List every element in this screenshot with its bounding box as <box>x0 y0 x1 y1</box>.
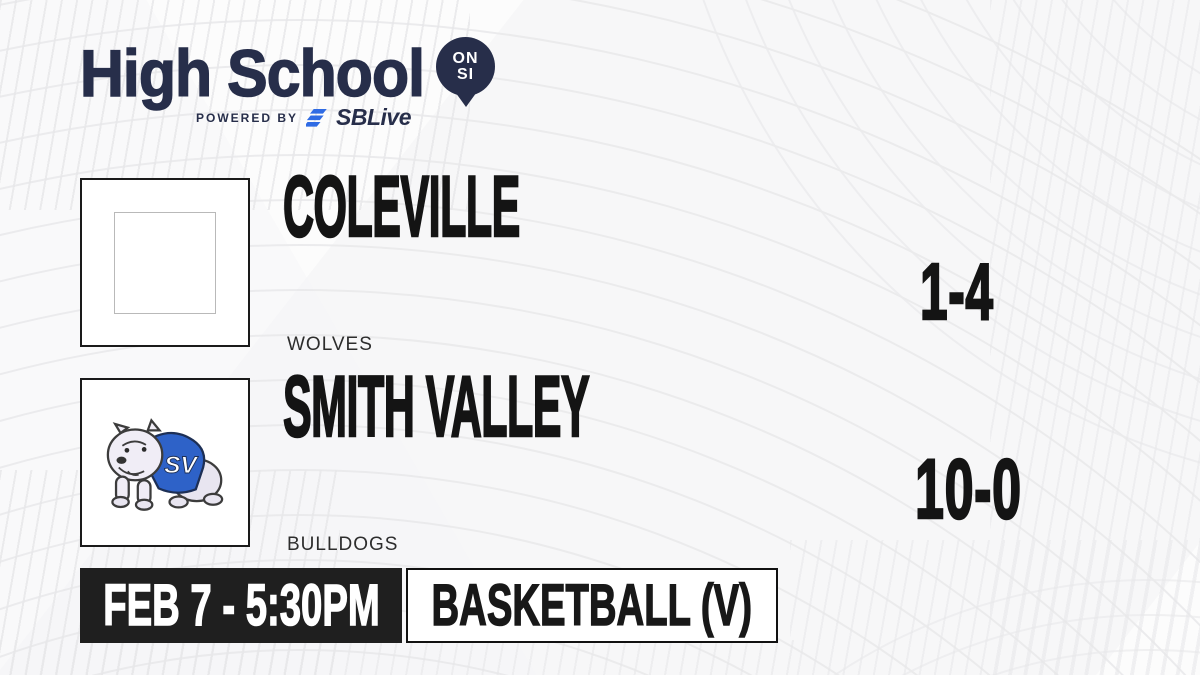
team-name: SMITH VALLEY <box>282 359 895 455</box>
background-stripes-bottom-right <box>790 540 1200 675</box>
team-record: 10-0 <box>914 442 1087 536</box>
team-logo-box <box>80 178 250 347</box>
team-mascot: BULLDOGS <box>287 534 399 555</box>
team-record-text: 10-0 <box>914 442 1022 536</box>
team-logo-placeholder <box>114 211 216 314</box>
on-si-pin-icon: ON SI <box>436 37 495 96</box>
bulldog-logo-icon: SV <box>106 417 224 511</box>
powered-by-row: POWERED BY SBLive <box>196 106 411 129</box>
team-logo-box: SV <box>80 378 250 547</box>
pin-line-on: ON <box>452 50 479 68</box>
event-datetime-box: FEB 7 - 5:30PM <box>80 568 402 643</box>
team-record-text: 1-4 <box>919 247 994 336</box>
event-datetime: FEB 7 - 5:30PM <box>102 572 380 638</box>
event-sport-box: BASKETBALL (V) <box>406 568 778 643</box>
team-record: 1-4 <box>919 247 1039 336</box>
brand-logo-text: High School <box>79 36 425 110</box>
pin-line-si: SI <box>456 65 475 83</box>
background-stripes-bottom <box>0 640 800 675</box>
powered-by-label: POWERED BY <box>196 110 299 125</box>
team-name-text: SMITH VALLEY <box>282 359 590 455</box>
team-mascot: WOLVES <box>287 334 373 355</box>
team-name-text: COLEVILLE <box>282 159 521 255</box>
background-stripes-right <box>990 0 1200 675</box>
sblive-bolt-icon <box>306 108 327 127</box>
bulldog-logo-letters: SV <box>164 451 199 478</box>
team-name: COLEVILLE <box>282 159 757 255</box>
sblive-wordmark: SBLive <box>336 104 411 130</box>
event-sport: BASKETBALL (V) <box>431 572 753 638</box>
